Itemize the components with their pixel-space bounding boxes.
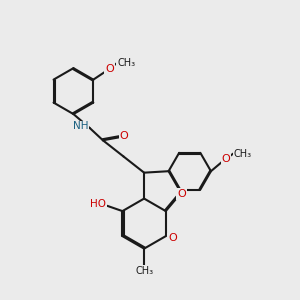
Text: O: O bbox=[168, 233, 177, 244]
Text: O: O bbox=[120, 131, 128, 141]
Text: CH₃: CH₃ bbox=[135, 266, 153, 276]
Text: CH₃: CH₃ bbox=[234, 148, 252, 158]
Text: O: O bbox=[105, 64, 114, 74]
Text: NH: NH bbox=[73, 122, 88, 131]
Text: O: O bbox=[222, 154, 230, 164]
Text: O: O bbox=[177, 189, 186, 199]
Text: HO: HO bbox=[90, 199, 106, 209]
Text: CH₃: CH₃ bbox=[117, 58, 135, 68]
